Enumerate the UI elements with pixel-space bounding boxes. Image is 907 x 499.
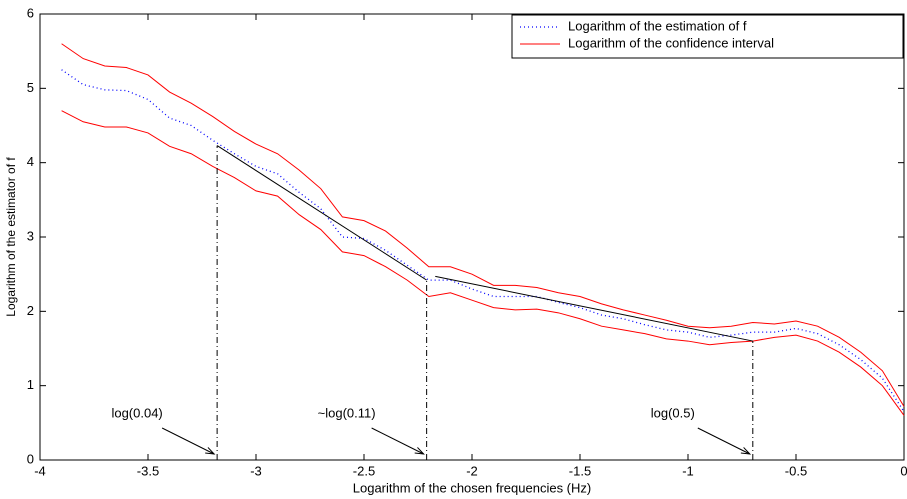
y-tick-label: 1 [27,377,34,392]
x-tick-label: 0 [900,463,907,478]
line-series [61,69,905,413]
x-tick-label: -3 [250,463,262,478]
annotation-arrow [371,427,424,455]
fit-line [216,145,427,281]
arrow-head [205,447,216,455]
y-axis-label: Logarithm of the estimator of f [4,157,18,317]
legend-label: Logarithm of the estimation of f [568,18,747,33]
line-series [61,43,905,407]
x-tick-label: -3.5 [137,463,159,478]
y-tick-label: 4 [27,154,34,169]
fit-line [435,275,753,342]
y-tick-label: 5 [27,80,34,95]
x-tick-label: -4 [34,463,46,478]
y-tick-label: 0 [27,451,34,466]
arrow-head [414,447,425,455]
y-tick-label: 6 [27,5,34,20]
x-tick-label: -0.5 [785,463,807,478]
legend-box [511,14,904,59]
legend-label: Logarithm of the confidence interval [568,35,774,50]
x-tick-label: -2.5 [353,463,375,478]
plot-area [39,13,905,461]
annotation-arrow [161,427,215,455]
x-tick-label: -2 [466,463,478,478]
x-tick-label: -1.5 [569,463,591,478]
y-tick-label: 3 [27,228,34,243]
annotation-text: ~log(0.11) [318,405,376,420]
arrow-head [740,447,752,455]
annotation-text: log(0.5) [651,405,695,420]
x-axis-label: Logarithm of the chosen frequencies (Hz) [353,480,591,495]
x-tick-label: -1 [682,463,694,478]
annotation-arrow [697,427,751,455]
annotation-text: log(0.04) [111,405,162,420]
y-tick-label: 2 [27,303,34,318]
line-series [61,110,905,416]
